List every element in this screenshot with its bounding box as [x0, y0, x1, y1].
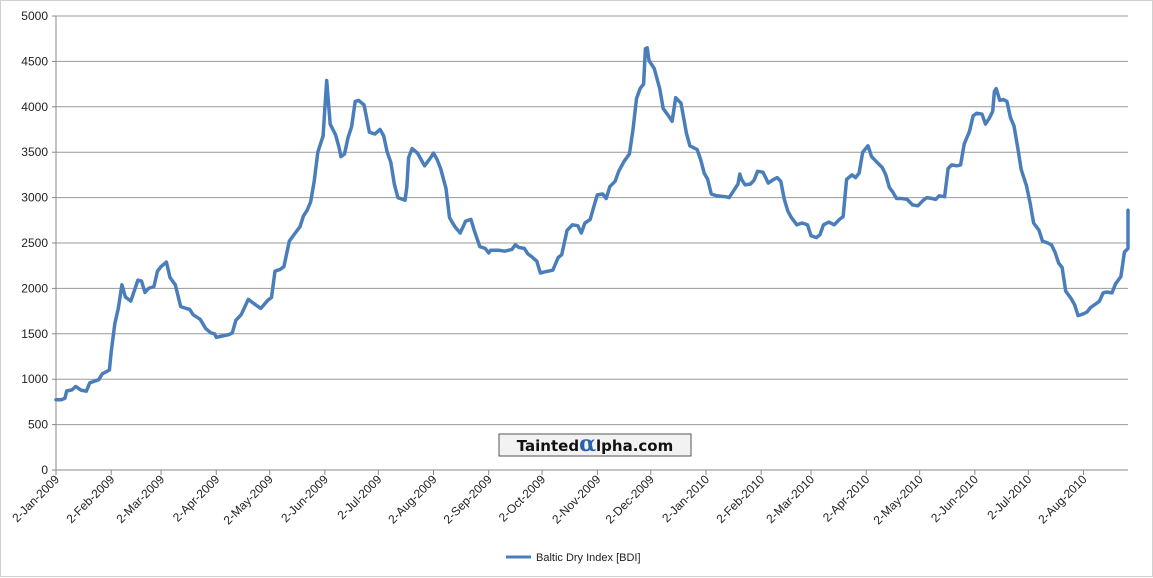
y-tick-label: 1500: [21, 327, 48, 341]
x-tick-label: 2-Jan-2009: [9, 472, 62, 525]
y-tick-label: 2000: [21, 281, 48, 295]
x-tick-label: 2-May-2010: [871, 472, 926, 527]
y-axis-tick-labels: 0 500 1000 1500 2000 2500 3000 3500 4000 4500 5000: [21, 9, 48, 477]
x-tick-label: 2-Nov-2009: [549, 472, 603, 526]
axes: [52, 15, 1128, 475]
watermark-text-after: lpha.com: [596, 437, 673, 455]
y-tick-label: 5000: [21, 9, 48, 23]
x-tick-label: 2-Jun-2009: [278, 472, 331, 525]
gridlines: [56, 15, 1128, 426]
y-tick-label: 2500: [21, 236, 48, 250]
x-tick-label: 2-Mar-2009: [113, 472, 167, 526]
x-tick-label: 2-Jul-2009: [334, 472, 384, 522]
watermark-frame: [498, 433, 692, 457]
y-tick-label: 3000: [21, 191, 48, 205]
watermark-text-before: Tainted: [517, 437, 579, 455]
legend-label: Baltic Dry Index [BDI]: [536, 552, 641, 564]
x-tick-label: 2-Dec-2009: [603, 472, 657, 526]
y-tick-label: 3500: [21, 145, 48, 159]
x-tick-label: 2-Jan-2010: [659, 472, 712, 525]
x-tick-label: 2-Aug-2009: [385, 472, 439, 526]
watermark-alpha-glyph: α: [579, 431, 596, 457]
x-tick-label: 2-Feb-2010: [714, 472, 768, 526]
y-tick-label: 1000: [21, 372, 48, 386]
x-tick-label: 2-Feb-2009: [64, 472, 118, 526]
x-tick-label: 2-Jun-2010: [928, 472, 981, 525]
x-tick-label: 2-Jul-2010: [984, 472, 1034, 522]
x-tick-label: 2-Mar-2010: [763, 472, 817, 526]
watermark-text: Taintedαlpha.com: [517, 431, 673, 457]
x-tick-label: 2-Apr-2010: [820, 472, 873, 525]
y-tick-label: 4500: [21, 54, 48, 68]
y-tick-label: 4000: [21, 100, 48, 114]
x-tick-label: 2-May-2009: [221, 472, 276, 527]
legend: Baltic Dry Index [BDI]: [506, 552, 641, 564]
series-layer: [54, 46, 1130, 402]
x-tick-label: 2-Aug-2010: [1035, 472, 1089, 526]
series-line-bdi: [54, 46, 1130, 402]
y-tick-label: 500: [28, 418, 48, 432]
watermark-logo: Taintedαlpha.com: [498, 431, 692, 457]
x-tick-label: 2-Sep-2009: [441, 472, 495, 526]
x-tick-label: 2-Oct-2009: [496, 472, 549, 525]
x-tick-label: 2-Apr-2009: [170, 472, 223, 525]
y-tick-label: 0: [41, 463, 48, 477]
